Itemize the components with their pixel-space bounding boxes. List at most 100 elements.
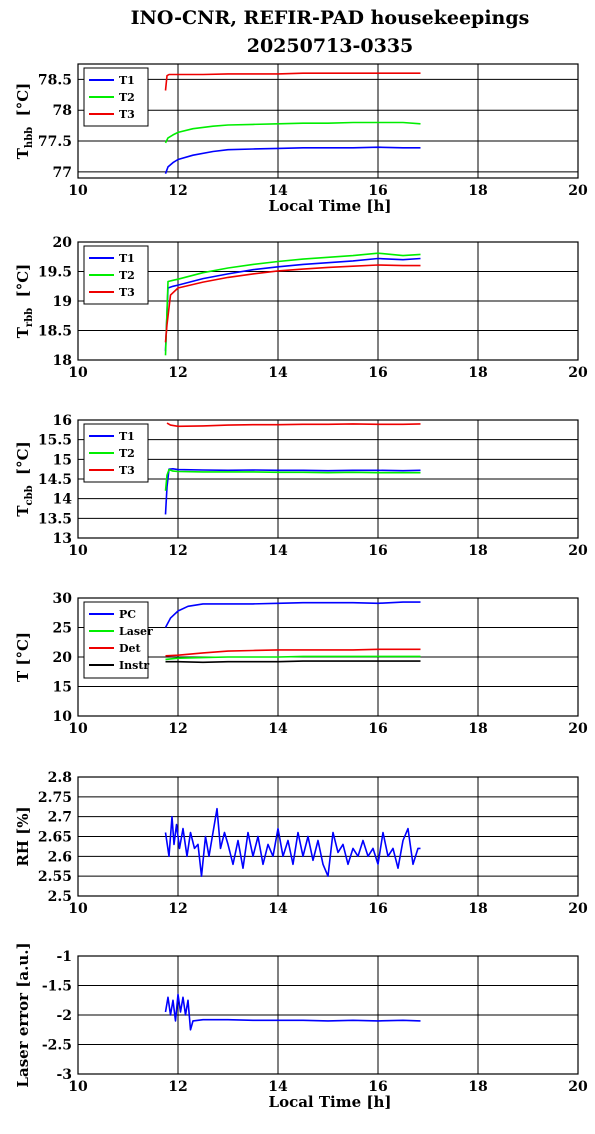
legend-label: Instr bbox=[119, 659, 149, 672]
legend-label: T1 bbox=[119, 430, 135, 443]
x-tick-label: 16 bbox=[368, 721, 387, 737]
y-axis-label-main: RH [%] bbox=[14, 806, 32, 866]
x-tick-label: 10 bbox=[68, 183, 88, 199]
series-line-0 bbox=[164, 993, 421, 1031]
x-tick-label: 12 bbox=[168, 183, 187, 199]
series-line-t1 bbox=[164, 257, 421, 352]
x-tick-label: 18 bbox=[468, 721, 487, 737]
y-axis-label-unit: [°C] bbox=[14, 264, 32, 308]
y-tick-label: 15 bbox=[53, 452, 72, 468]
y-axis-label-main: T bbox=[14, 505, 32, 517]
x-tick-label: 14 bbox=[268, 365, 288, 381]
y-tick-label: 20 bbox=[53, 235, 73, 251]
y-tick-label: 10 bbox=[53, 709, 73, 725]
y-tick-label: -1.5 bbox=[42, 979, 72, 995]
panel-p5: 2.5 2.55 2.6 2.65 2.7 2.75 2.8 10 12 14 16 18 20 RH [… bbox=[14, 770, 588, 917]
y-tick-label: -2 bbox=[56, 1008, 72, 1024]
plot-frame bbox=[77, 241, 579, 361]
x-tick-label: 12 bbox=[168, 1079, 187, 1095]
y-tick-label: 18 bbox=[53, 353, 72, 369]
legend: T1 T2 T3 bbox=[83, 245, 149, 305]
series-line-0 bbox=[164, 807, 421, 878]
x-tick-label: 16 bbox=[368, 365, 387, 381]
x-tick-label: 20 bbox=[568, 1079, 588, 1095]
series-line-pc bbox=[164, 601, 421, 628]
y-tick-label: 13.5 bbox=[38, 511, 72, 527]
panel-p4: 10 15 20 25 30 10 12 14 16 18 20 T [°C] PC Laser Det In… bbox=[14, 591, 588, 737]
x-tick-label: 10 bbox=[68, 1079, 88, 1095]
x-tick-label: 10 bbox=[68, 721, 88, 737]
x-tick-label: 14 bbox=[268, 543, 288, 559]
x-tick-label: 10 bbox=[68, 543, 88, 559]
y-tick-label: -1 bbox=[56, 949, 72, 965]
x-tick-label: 16 bbox=[368, 543, 387, 559]
legend-label: T2 bbox=[119, 447, 135, 460]
legend-label: Laser bbox=[119, 625, 153, 638]
y-tick-label: 77 bbox=[53, 165, 72, 181]
panel-p6: -3 -2.5 -2 -1.5 -1 10 12 14 16 18 20 Local Time [h]… bbox=[14, 942, 588, 1111]
legend: T1 T2 T3 bbox=[83, 423, 149, 483]
y-tick-label: 19.5 bbox=[38, 265, 72, 281]
panels: 77 77.5 78 78.5 10 12 14 16 18 20 Local Time [h] Th… bbox=[14, 63, 588, 1111]
y-axis-label: Tcbb [°C] bbox=[14, 441, 35, 516]
legend-label: T1 bbox=[119, 74, 135, 87]
y-tick-label: 2.7 bbox=[48, 810, 72, 826]
figure-title-line2: 20250713-0335 bbox=[247, 35, 414, 57]
y-tick-label: 19 bbox=[53, 294, 72, 310]
y-tick-label: 30 bbox=[53, 591, 73, 607]
y-tick-label: 2.75 bbox=[38, 790, 72, 806]
y-tick-label: 2.8 bbox=[48, 770, 72, 786]
series-line-t3 bbox=[166, 422, 421, 428]
y-tick-label: 2.65 bbox=[38, 830, 72, 846]
y-axis-label: Trbb [°C] bbox=[14, 264, 35, 339]
y-axis-label-main: T bbox=[14, 326, 32, 338]
legend-label: T2 bbox=[119, 269, 135, 282]
series-line-t2 bbox=[164, 252, 421, 356]
x-tick-label: 14 bbox=[268, 721, 288, 737]
x-tick-label: 18 bbox=[468, 365, 487, 381]
legend-label: T3 bbox=[119, 286, 135, 299]
series-line-t3 bbox=[164, 72, 421, 91]
legend: T1 T2 T3 bbox=[83, 67, 149, 127]
x-tick-label: 20 bbox=[568, 721, 588, 737]
plot-frame bbox=[77, 597, 579, 717]
series-line-laser bbox=[165, 655, 421, 661]
x-tick-label: 16 bbox=[368, 901, 387, 917]
x-tick-label: 14 bbox=[268, 901, 288, 917]
legend-label: T2 bbox=[119, 91, 135, 104]
x-tick-label: 20 bbox=[568, 183, 588, 199]
plot-frame bbox=[77, 63, 579, 179]
y-tick-label: 16 bbox=[53, 413, 72, 429]
legend-label: T3 bbox=[119, 108, 135, 121]
legend: PC Laser Det Instr bbox=[83, 601, 153, 679]
y-tick-label: 25 bbox=[53, 621, 72, 637]
x-axis-label: Local Time [h] bbox=[269, 1093, 392, 1111]
legend-label: PC bbox=[119, 608, 136, 621]
series-line-det bbox=[165, 648, 421, 657]
y-tick-label: 15 bbox=[53, 680, 72, 696]
y-axis-label: Thbb [°C] bbox=[14, 83, 35, 160]
series-line-instr bbox=[165, 660, 421, 664]
y-axis-label: RH [%] bbox=[14, 806, 32, 866]
x-axis-label: Local Time [h] bbox=[269, 197, 392, 215]
figure-title-line1: INO-CNR, REFIR-PAD housekeepings bbox=[131, 7, 530, 29]
y-axis-label-unit: [°C] bbox=[14, 441, 32, 485]
y-axis-label: T [°C] bbox=[14, 632, 32, 682]
x-tick-label: 12 bbox=[168, 721, 187, 737]
x-tick-label: 20 bbox=[568, 901, 588, 917]
plot-frame bbox=[77, 419, 579, 539]
x-tick-label: 18 bbox=[468, 183, 487, 199]
x-tick-label: 16 bbox=[368, 1079, 387, 1095]
y-tick-label: 78.5 bbox=[38, 72, 72, 88]
legend-label: T1 bbox=[119, 252, 135, 265]
x-tick-label: 12 bbox=[168, 365, 187, 381]
y-tick-label: 13 bbox=[53, 531, 72, 547]
y-tick-label: -2.5 bbox=[42, 1038, 72, 1054]
y-tick-label: 2.5 bbox=[48, 889, 72, 905]
y-axis-label-sub: hbb bbox=[24, 127, 35, 148]
y-tick-label: 2.6 bbox=[48, 849, 72, 865]
series-line-t2 bbox=[164, 468, 421, 491]
x-tick-label: 18 bbox=[468, 1079, 487, 1095]
